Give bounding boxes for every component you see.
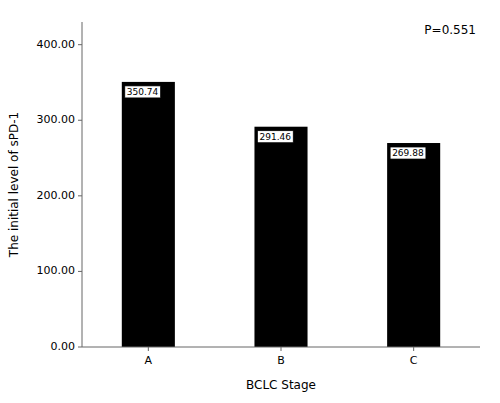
data-label: 269.88	[392, 148, 424, 158]
x-tick-label: A	[145, 354, 153, 367]
y-axis-line	[82, 22, 83, 347]
y-tick-label: 100.00	[37, 264, 76, 277]
x-tick	[148, 347, 149, 351]
y-tick-label: 300.00	[37, 113, 76, 126]
data-label-group: 350.74	[125, 86, 161, 98]
x-tick-label: B	[277, 354, 285, 367]
y-tick	[78, 271, 82, 272]
y-tick	[78, 44, 82, 45]
data-label-group: 269.88	[390, 147, 426, 159]
background	[0, 0, 500, 403]
x-tick	[281, 347, 282, 351]
chart-container: 0.00 100.00 200.00 300.00 400.00 A B C 350.74 291…	[0, 0, 500, 403]
y-tick	[78, 347, 82, 348]
annotation: P=0.551	[424, 23, 476, 37]
y-tick-label: 200.00	[37, 189, 76, 202]
bar	[254, 127, 307, 347]
y-tick-label: 400.00	[37, 38, 76, 51]
bar	[387, 143, 440, 347]
data-label-box	[257, 131, 293, 143]
y-axis-label: The initial level of sPD-1	[7, 112, 21, 258]
bar	[122, 82, 175, 347]
data-label: 291.46	[259, 132, 291, 142]
y-tick	[78, 120, 82, 121]
y-tick	[78, 195, 82, 196]
y-tick-label: 0.00	[51, 340, 76, 353]
data-label-box	[125, 86, 161, 98]
data-label-box	[390, 147, 426, 159]
data-label-group: 291.46	[257, 131, 293, 143]
chart: 0.00 100.00 200.00 300.00 400.00 A B C 350.74 291…	[0, 0, 500, 403]
data-label: 350.74	[127, 87, 159, 97]
x-axis-label: BCLC Stage	[246, 378, 316, 392]
x-tick-label: C	[410, 354, 418, 367]
bars	[122, 82, 440, 347]
x-tick	[413, 347, 414, 351]
